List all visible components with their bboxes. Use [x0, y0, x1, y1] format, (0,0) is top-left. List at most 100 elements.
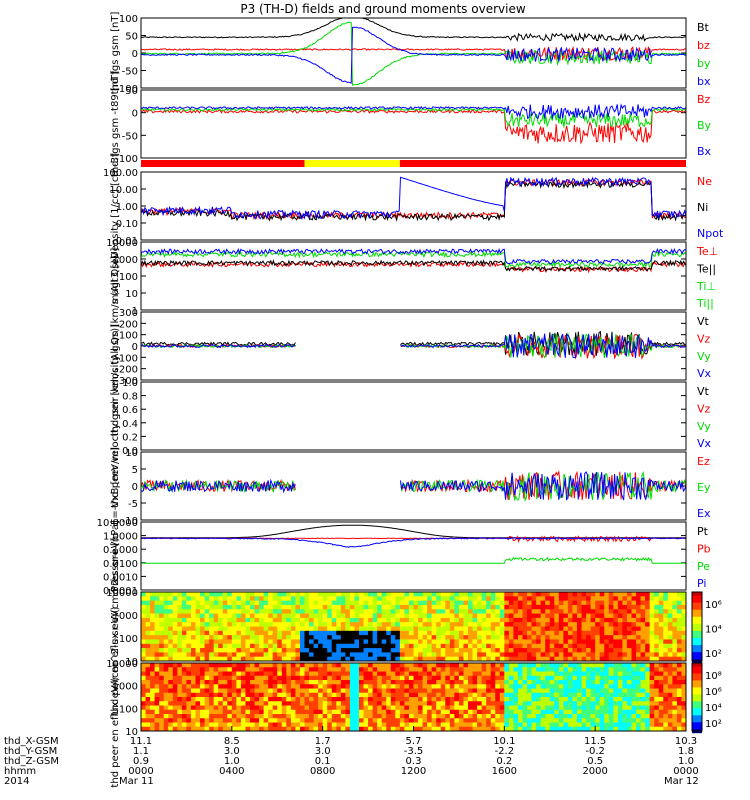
- spectrogram-cell: [331, 680, 337, 685]
- spectrogram-cell: [468, 652, 474, 658]
- spectrogram-cell: [259, 663, 265, 668]
- spectrogram-cell: [340, 656, 346, 662]
- spectrogram-cell: [349, 684, 355, 689]
- spectrogram-cell: [418, 705, 424, 711]
- spectrogram-cell: [368, 718, 374, 723]
- spectrogram-cell: [263, 718, 269, 723]
- spectrogram-cell: [658, 626, 664, 632]
- spectrogram-cell: [608, 701, 614, 706]
- colorbar-cell: [692, 627, 702, 630]
- spectrogram-cell: [354, 671, 360, 677]
- spectrogram-cell: [581, 692, 587, 698]
- spectrogram-cell: [504, 714, 510, 719]
- spectrogram-cell: [195, 643, 201, 649]
- spectrogram-cell: [286, 596, 292, 602]
- spectrogram-cell: [186, 709, 192, 715]
- spectrogram-cell: [468, 635, 474, 640]
- spectrogram-cell: [313, 667, 319, 672]
- spectrogram-cell: [613, 684, 619, 689]
- spectrogram-cell: [427, 643, 433, 649]
- spectrogram-cell: [290, 709, 296, 715]
- spectrogram-cell: [209, 626, 215, 632]
- spectrogram-cell: [567, 726, 573, 732]
- spectrogram-cell: [636, 701, 642, 706]
- spectrogram-cell: [549, 722, 555, 728]
- spectrogram-cell: [263, 692, 269, 698]
- spectrogram-cell: [372, 604, 378, 610]
- xaxis-tick-label: 0.9: [133, 756, 149, 767]
- spectrogram-cell: [231, 688, 237, 694]
- spectrogram-cell: [404, 705, 410, 711]
- spectrogram-cell: [636, 643, 642, 649]
- spectrogram-cell: [599, 667, 605, 672]
- spectrogram-cell: [572, 688, 578, 694]
- spectrogram-cell: [408, 675, 414, 681]
- spectrogram-cell: [327, 630, 333, 636]
- spectrogram-cell: [168, 643, 174, 649]
- spectrogram-cell: [204, 671, 210, 677]
- spectrogram-cell: [458, 592, 464, 597]
- spectrogram-cell: [454, 648, 460, 653]
- spectrogram-cell: [549, 680, 555, 685]
- spectrogram-cell: [395, 626, 401, 632]
- spectrogram-cell: [304, 663, 310, 668]
- spectrogram-cell: [586, 722, 592, 728]
- spectrogram-cell: [663, 671, 669, 677]
- spectrogram-cell: [572, 701, 578, 706]
- spectrogram-cell: [508, 722, 514, 728]
- spectrogram-cell: [386, 600, 392, 606]
- spectrogram-cell: [617, 726, 623, 732]
- spectrogram-cell: [504, 604, 510, 610]
- spectrogram-cell: [200, 613, 206, 619]
- spectrogram-cell: [681, 613, 687, 619]
- spectrogram-cell: [209, 705, 215, 711]
- spectrogram-cell: [154, 663, 160, 668]
- spectrogram-cell: [486, 604, 492, 610]
- spectrogram-cell: [395, 613, 401, 619]
- spectrogram-cell: [408, 600, 414, 606]
- spectrogram-cell: [163, 652, 169, 658]
- spectrogram-cell: [645, 604, 651, 610]
- spectrogram-cell: [567, 714, 573, 719]
- spectrogram-cell: [236, 630, 242, 636]
- spectrogram-cell: [658, 648, 664, 653]
- spectrogram-cell: [263, 622, 269, 627]
- spectrogram-cell: [658, 656, 664, 662]
- spectrogram-cell: [540, 709, 546, 715]
- spectrogram-cell: [408, 705, 414, 711]
- ylabel-peir_spec: thd peir en eflux eV/(cm^2-s-sr-eV): [110, 538, 121, 716]
- spectrogram-cell: [141, 635, 147, 640]
- spectrogram-cell: [372, 600, 378, 606]
- spectrogram-cell: [545, 688, 551, 694]
- spectrogram-cell: [277, 626, 283, 632]
- spectrogram-cell: [381, 671, 387, 677]
- spectrogram-cell: [345, 663, 351, 668]
- spectrogram-cell: [545, 600, 551, 606]
- spectrogram-cell: [681, 701, 687, 706]
- spectrogram-cell: [667, 656, 673, 662]
- colorbar-cell: [692, 692, 702, 695]
- spectrogram-cell: [236, 622, 242, 627]
- spectrogram-cell: [263, 600, 269, 606]
- spectrogram-cell: [236, 592, 242, 597]
- spectrogram-cell: [645, 652, 651, 658]
- spectrogram-cell: [531, 617, 537, 623]
- spectrogram-cell: [658, 596, 664, 602]
- spectrogram-cell: [545, 639, 551, 645]
- spectrogram-cell: [504, 697, 510, 702]
- series-fgs_t89-0: [140, 109, 687, 145]
- spectrogram-cell: [359, 630, 365, 636]
- spectrogram-cell: [395, 722, 401, 728]
- spectrogram-cell: [390, 722, 396, 728]
- spectrogram-cell: [263, 675, 269, 681]
- spectrogram-cell: [172, 680, 178, 685]
- spectrogram-cell: [667, 600, 673, 606]
- spectrogram-cell: [408, 726, 414, 732]
- spectrogram-cell: [281, 663, 287, 668]
- spectrogram-cell: [345, 622, 351, 627]
- spectrogram-cell: [218, 726, 224, 732]
- spectrogram-cell: [654, 604, 660, 610]
- spectrogram-cell: [359, 635, 365, 640]
- spectrogram-cell: [231, 692, 237, 698]
- spectrogram-cell: [504, 635, 510, 640]
